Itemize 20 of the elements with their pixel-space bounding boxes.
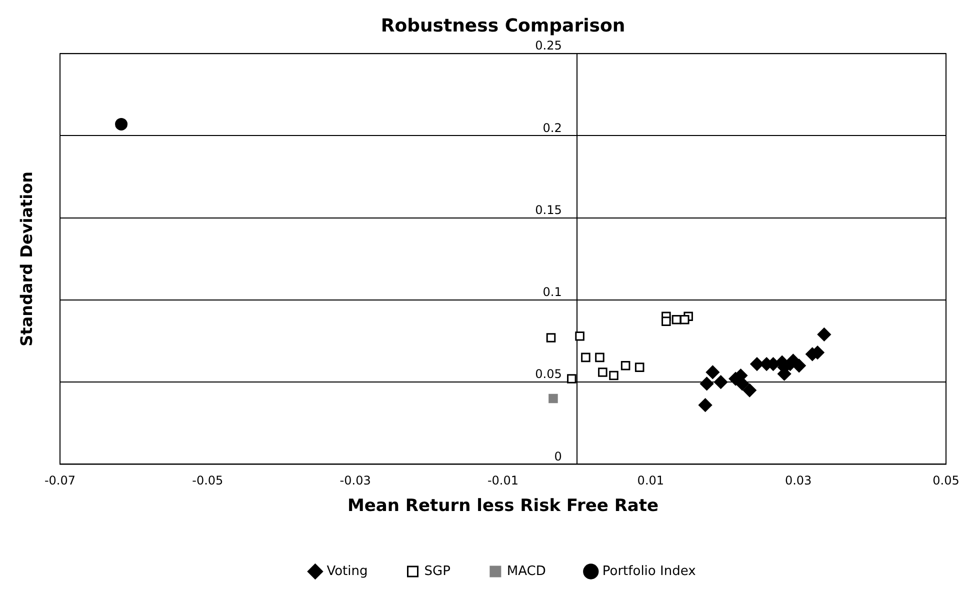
legend-label: Voting: [326, 564, 368, 579]
legend-label: MACD: [506, 564, 546, 579]
y-tick-label: 0.2: [542, 120, 562, 135]
x-tick-label: 0.03: [784, 474, 812, 488]
legend-label: SGP: [424, 564, 451, 579]
x-axis-title: Mean Return less Risk Free Rate: [347, 496, 659, 516]
y-tick-label: 0: [554, 449, 562, 464]
y-tick-label: 0.1: [542, 285, 562, 300]
x-tick-label: 0.01: [637, 474, 664, 488]
x-tick-label: -0.03: [340, 474, 371, 488]
x-tick-label: -0.01: [487, 474, 519, 488]
chart-title: Robustness Comparison: [380, 15, 626, 36]
x-tick-label: -0.07: [44, 474, 76, 488]
y-tick-label: 0.25: [535, 38, 562, 53]
x-tick-label: 0.05: [932, 474, 960, 488]
x-tick-label: -0.05: [192, 474, 224, 488]
y-tick-label: 0.15: [535, 202, 562, 217]
legend-label: Portfolio Index: [602, 564, 696, 579]
y-tick-label: 0.05: [535, 367, 562, 382]
y-axis-title: Standard Deviation: [17, 171, 36, 346]
